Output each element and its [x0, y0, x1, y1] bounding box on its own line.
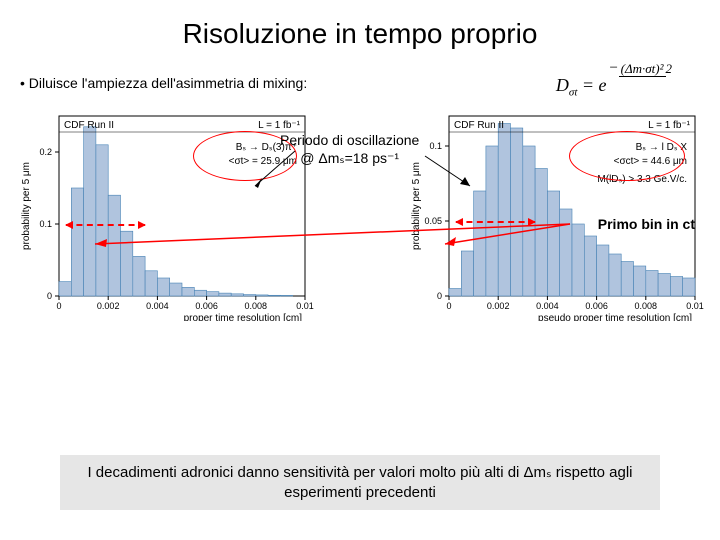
svg-text:CDF Run II: CDF Run II — [454, 120, 504, 131]
svg-text:CDF Run II: CDF Run II — [64, 120, 114, 131]
svg-text:pseudo proper time resolution: pseudo proper time resolution [cm] — [538, 313, 692, 321]
svg-text:0.01: 0.01 — [686, 301, 704, 311]
annot-arrow-right — [400, 131, 520, 211]
svg-text:0: 0 — [47, 291, 52, 301]
svg-text:proper time resolution [cm]: proper time resolution [cm] — [184, 313, 303, 321]
svg-text:L = 1 fb⁻¹: L = 1 fb⁻¹ — [648, 120, 691, 131]
primo-arrow — [80, 214, 580, 254]
svg-text:0.008: 0.008 — [635, 301, 658, 311]
svg-text:0.006: 0.006 — [195, 301, 218, 311]
svg-text:probability per 5 μm: probability per 5 μm — [21, 162, 32, 250]
primo-bin-label: Primo bin in ct — [598, 216, 695, 232]
svg-text:0.002: 0.002 — [97, 301, 120, 311]
svg-text:0.002: 0.002 — [487, 301, 510, 311]
svg-text:0: 0 — [437, 291, 442, 301]
svg-text:0.008: 0.008 — [245, 301, 268, 311]
charts-row: 0 0.002 0.004 0.006 0.008 0.01 0 0.1 0.2 probabil… — [0, 106, 720, 321]
svg-text:0.006: 0.006 — [585, 301, 608, 311]
svg-text:0: 0 — [56, 301, 61, 311]
svg-text:0.004: 0.004 — [146, 301, 169, 311]
page-title: Risoluzione in tempo proprio — [0, 0, 720, 50]
formula: Dσt = e−(Δm·σt)²2 — [556, 72, 670, 99]
svg-text:0: 0 — [446, 301, 451, 311]
svg-text:0.01: 0.01 — [296, 301, 314, 311]
svg-text:0.004: 0.004 — [536, 301, 559, 311]
conclusion-box: I decadimenti adronici danno sensitività… — [60, 455, 660, 510]
svg-text:0.2: 0.2 — [39, 147, 52, 157]
ellipse-right — [569, 131, 685, 181]
svg-text:0.1: 0.1 — [39, 219, 52, 229]
svg-text:L = 1 fb⁻¹: L = 1 fb⁻¹ — [258, 120, 301, 131]
